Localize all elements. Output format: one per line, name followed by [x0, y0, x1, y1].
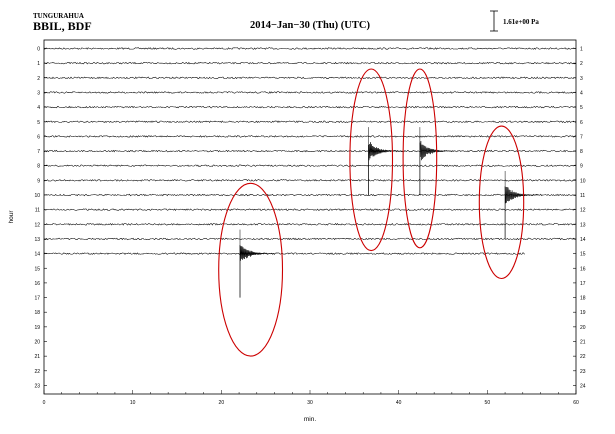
right-tick-label: 9 [580, 164, 583, 170]
event-highlight-ellipse [218, 182, 284, 357]
right-tick-label: 10 [580, 178, 586, 184]
right-tick-label: 3 [580, 76, 583, 82]
x-tick-label: 0 [43, 400, 46, 406]
amplitude-scale-label: 1.61e+00 Pa [503, 18, 539, 26]
left-tick-label: 12 [34, 222, 40, 228]
right-tick-label: 23 [580, 369, 586, 375]
left-tick-label: 4 [37, 105, 40, 111]
chart-title: 2014−Jan−30 (Thu) (UTC) [250, 20, 370, 31]
right-tick-label: 15 [580, 252, 586, 258]
channel-label: BBIL, BDF [33, 19, 92, 33]
trace-line [43, 208, 576, 211]
right-tick-label: 5 [580, 105, 583, 111]
left-tick-label: 15 [34, 266, 40, 272]
left-tick-label: 23 [34, 383, 40, 389]
y-axis-label: hour [8, 210, 15, 224]
left-tick-label: 19 [34, 325, 40, 331]
x-tick-label: 20 [219, 400, 225, 406]
right-tick-label: 18 [580, 296, 586, 302]
left-tick-label: 9 [37, 178, 40, 184]
plot-frame [43, 39, 577, 395]
right-tick-label: 17 [580, 281, 586, 287]
station-label: TUNGURAHUA [33, 12, 84, 20]
left-tick-label: 21 [34, 354, 40, 360]
left-tick-label: 0 [37, 47, 40, 53]
event-highlight-ellipse [402, 68, 438, 249]
right-tick-label: 1 [580, 47, 583, 53]
trace-line [43, 237, 576, 241]
left-tick-label: 13 [34, 237, 40, 243]
right-tick-label: 7 [580, 134, 583, 140]
left-tick-label: 8 [37, 164, 40, 170]
x-tick-label: 50 [485, 400, 491, 406]
right-tick-label: 19 [580, 310, 586, 316]
right-tick-label: 21 [580, 340, 586, 346]
right-tick-label: 6 [580, 120, 583, 126]
right-tick-label: 14 [580, 237, 586, 243]
right-tick-label: 2 [580, 61, 583, 67]
trace-line [43, 223, 577, 226]
left-tick-label: 16 [34, 281, 40, 287]
left-tick-label: 17 [34, 296, 40, 302]
event-highlight-ellipse [478, 125, 525, 280]
trace-line [43, 61, 576, 65]
x-tick-label: 30 [307, 400, 313, 406]
left-tick-label: 20 [34, 340, 40, 346]
right-tick-label: 12 [580, 208, 586, 214]
right-tick-label: 24 [580, 383, 586, 389]
trace-line [43, 76, 577, 80]
x-tick-label: 10 [130, 400, 136, 406]
left-tick-label: 18 [34, 310, 40, 316]
trace-line [43, 135, 576, 138]
right-tick-label: 22 [580, 354, 586, 360]
trace-line [43, 47, 576, 50]
right-tick-label: 4 [580, 90, 583, 96]
right-tick-label: 8 [580, 149, 583, 155]
trace-line [43, 149, 577, 153]
left-tick-label: 6 [37, 134, 40, 140]
trace-line [43, 105, 577, 109]
left-tick-label: 5 [37, 120, 40, 126]
event-highlight-ellipse [349, 68, 394, 252]
left-tick-label: 7 [37, 149, 40, 155]
right-tick-label: 13 [580, 222, 586, 228]
right-tick-label: 20 [580, 325, 586, 331]
trace-line [43, 120, 577, 124]
x-axis-label: min. [304, 416, 316, 423]
left-tick-label: 14 [34, 252, 40, 258]
x-tick-label: 40 [396, 400, 402, 406]
left-tick-label: 22 [34, 369, 40, 375]
x-tick-label: 60 [573, 400, 579, 406]
trace-line [43, 91, 577, 94]
right-tick-label: 11 [580, 193, 585, 199]
trace-line [43, 193, 577, 197]
trace-line [43, 179, 577, 182]
left-tick-label: 1 [37, 61, 40, 67]
event-waveform [239, 229, 275, 298]
left-tick-label: 3 [37, 90, 40, 96]
event-waveform [504, 171, 540, 239]
trace-line [43, 252, 525, 255]
event-waveform [368, 127, 404, 196]
trace-line [43, 164, 576, 167]
left-tick-label: 11 [35, 208, 40, 214]
right-tick-label: 16 [580, 266, 586, 272]
left-tick-label: 10 [34, 193, 40, 199]
amplitude-scale-bar [490, 10, 498, 32]
left-tick-label: 2 [37, 76, 40, 82]
